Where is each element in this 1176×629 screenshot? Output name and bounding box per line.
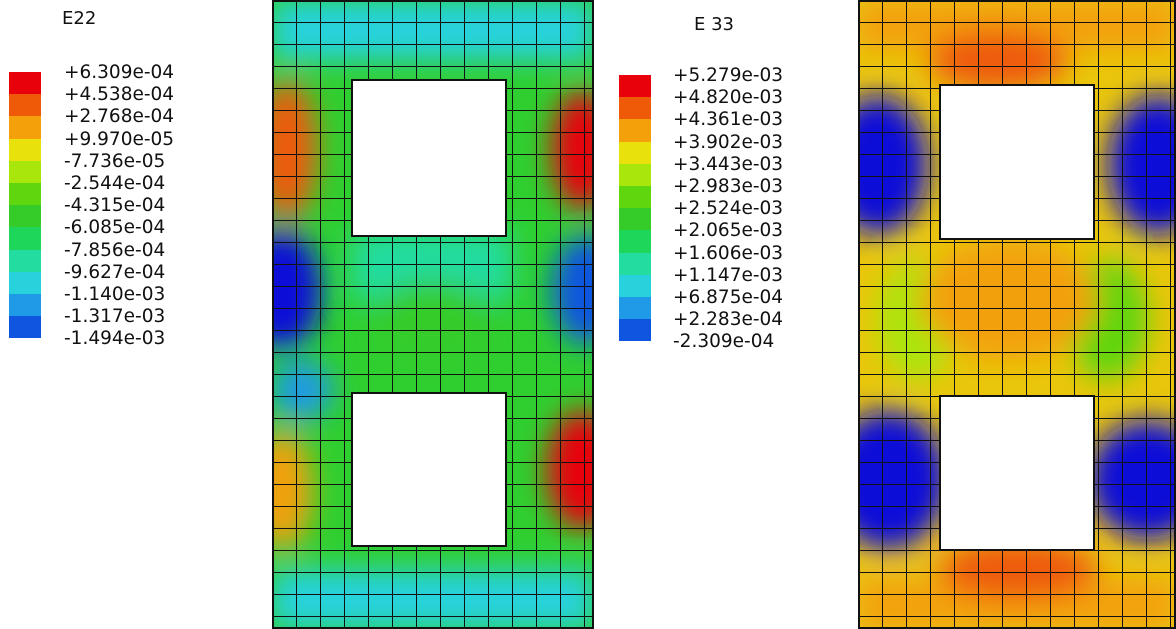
legend-swatch: [9, 205, 41, 228]
legend-label: +2.283e-04: [673, 309, 784, 331]
legend-swatch: [619, 141, 651, 164]
legend-swatch: [619, 296, 651, 320]
legend-label: +6.309e-04: [64, 62, 175, 83]
legend-label: +9.970e-05: [64, 128, 175, 150]
legend-swatch: [619, 163, 651, 186]
legend-swatch: [9, 94, 41, 117]
legend-swatch: [9, 316, 41, 339]
legend-label: +5.279e-03: [673, 65, 784, 86]
legend-swatch: [619, 97, 651, 120]
legend-color-bar-e22: [9, 72, 41, 339]
legend-label: +3.902e-03: [673, 131, 784, 153]
legend-label: -1.140e-03: [64, 283, 166, 305]
legend-label: +1.147e-03: [673, 264, 784, 286]
legend-swatch: [619, 208, 651, 231]
legend-label: +6.875e-04: [673, 286, 784, 308]
legend-label: +2.768e-04: [64, 106, 175, 128]
legend-swatch: [9, 293, 41, 317]
legend-label: -2.309e-04: [673, 331, 775, 353]
legend-swatch: [9, 138, 41, 161]
legend-swatch: [619, 230, 651, 253]
legend-swatch: [9, 249, 41, 272]
legend-label: -9.627e-04: [64, 261, 166, 283]
legend-title-e22: E22: [62, 8, 97, 29]
legend-label: -1.494e-03: [64, 328, 166, 350]
legend-swatch: [619, 274, 651, 297]
legend-swatch: [9, 227, 41, 250]
legend-color-bar-e33: [619, 75, 651, 342]
legend-label: -6.085e-04: [64, 217, 166, 239]
legend-swatch: [619, 75, 651, 98]
legend-swatch: [619, 119, 651, 142]
legend-labels-e22: +6.309e-04 +4.538e-04 +2.768e-04 +9.970e-05…: [64, 62, 174, 350]
legend-label: +1.606e-03: [673, 242, 784, 264]
legend-swatch: [619, 185, 651, 209]
legend-label: -1.317e-03: [64, 306, 166, 328]
legend-label: +2.983e-03: [673, 175, 784, 197]
legend-swatch: [619, 252, 651, 275]
legend-label: +4.820e-03: [673, 87, 784, 109]
legend-swatch: [619, 319, 651, 342]
legend-label: +2.065e-03: [673, 220, 784, 242]
legend-swatch: [9, 182, 41, 206]
legend-label: -2.544e-04: [64, 172, 166, 194]
contour-plot-e33: [858, 0, 1176, 629]
contour-plot-e22: [272, 0, 594, 629]
legend-swatch: [9, 72, 41, 95]
legend-label: +4.361e-03: [673, 109, 784, 131]
legend-label: -7.856e-04: [64, 239, 166, 261]
legend-swatch: [9, 160, 41, 183]
legend-labels-e33: +5.279e-03 +4.820e-03 +4.361e-03 +3.902e-03…: [673, 65, 783, 353]
legend-label: -7.736e-05: [64, 150, 166, 172]
legend-label: +2.524e-03: [673, 198, 784, 220]
legend-label: +3.443e-03: [673, 153, 784, 175]
legend-title-e33: E 33: [694, 14, 734, 35]
legend-label: -4.315e-04: [64, 195, 166, 217]
legend-label: +4.538e-04: [64, 84, 175, 106]
legend-swatch: [9, 116, 41, 139]
legend-swatch: [9, 271, 41, 294]
